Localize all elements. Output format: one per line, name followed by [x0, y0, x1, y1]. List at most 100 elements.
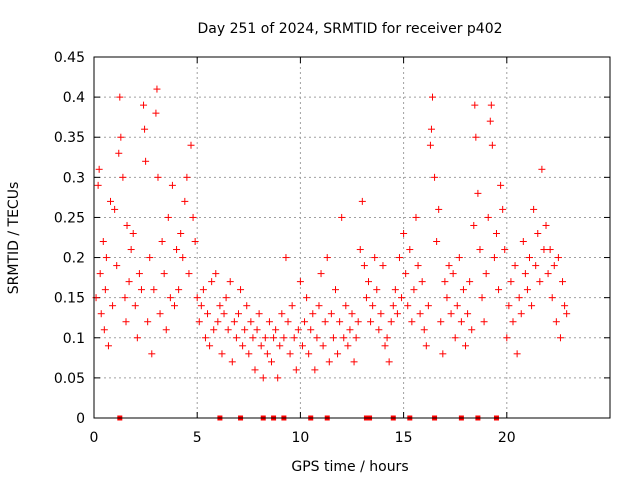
data-point — [144, 318, 152, 326]
data-point — [416, 310, 424, 318]
data-point — [156, 310, 164, 318]
data-point — [131, 302, 139, 310]
data-point — [179, 254, 187, 262]
data-point — [360, 262, 368, 270]
data-point — [488, 141, 496, 149]
data-point — [168, 181, 176, 189]
data-point — [321, 318, 329, 326]
y-tick-label: 0.15 — [54, 291, 85, 307]
data-point — [447, 310, 455, 318]
data-point — [280, 334, 288, 342]
data-point — [282, 254, 290, 262]
data-point — [534, 229, 542, 237]
data-point — [265, 318, 273, 326]
data-point — [164, 213, 172, 221]
chart-title: Day 251 of 2024, SRMTID for receiver p40… — [197, 21, 502, 37]
data-point — [228, 358, 236, 366]
data-point — [400, 229, 408, 237]
data-point — [272, 326, 280, 334]
ticks: 0 0.05 0.1 0.15 0.2 0.25 0.3 0.35 0.4 0.45 0 5 10 15 2… — [54, 50, 610, 446]
data-point — [410, 286, 418, 294]
data-point — [395, 254, 403, 262]
data-point — [513, 350, 521, 358]
data-point — [305, 350, 313, 358]
grid — [94, 57, 610, 418]
data-point — [270, 334, 278, 342]
data-point — [204, 310, 212, 318]
data-point — [457, 318, 465, 326]
data-point — [377, 310, 385, 318]
data-point — [309, 310, 317, 318]
data-point — [538, 165, 546, 173]
data-point — [497, 181, 505, 189]
data-point — [441, 278, 449, 286]
data-point — [480, 318, 488, 326]
data-point — [116, 93, 124, 101]
data-point — [487, 101, 495, 109]
data-point — [187, 141, 195, 149]
data-point — [241, 326, 249, 334]
data-point — [123, 221, 131, 229]
data-point — [122, 318, 130, 326]
data-point — [99, 238, 107, 246]
data-point — [393, 310, 401, 318]
data-point — [298, 342, 306, 350]
data-point — [373, 286, 381, 294]
data-point — [365, 278, 373, 286]
data-point — [146, 254, 154, 262]
data-point — [222, 294, 230, 302]
data-point — [234, 310, 242, 318]
data-point — [505, 302, 513, 310]
data-point — [466, 278, 474, 286]
data-point — [358, 197, 366, 205]
data-point — [292, 366, 300, 374]
data-point — [100, 326, 108, 334]
data-point — [239, 342, 247, 350]
data-point — [140, 101, 148, 109]
data-point — [263, 350, 271, 358]
data-point — [317, 270, 325, 278]
data-point — [362, 294, 370, 302]
data-point — [476, 246, 484, 254]
data-point — [530, 205, 538, 213]
data-point — [160, 270, 168, 278]
data-point — [104, 342, 112, 350]
data-point — [206, 342, 214, 350]
data-point — [437, 318, 445, 326]
data-point — [354, 318, 362, 326]
data-point — [350, 358, 358, 366]
data-point — [214, 318, 222, 326]
data-point — [170, 302, 178, 310]
data-point — [154, 173, 162, 181]
data-point — [315, 302, 323, 310]
data-point — [501, 246, 509, 254]
data-point — [383, 334, 391, 342]
y-tick-label: 0.25 — [54, 210, 85, 226]
data-point — [499, 205, 507, 213]
data-point — [445, 262, 453, 270]
data-point — [352, 334, 360, 342]
data-point — [125, 278, 133, 286]
data-point — [356, 246, 364, 254]
data-point — [385, 358, 393, 366]
data-point — [367, 318, 375, 326]
data-point — [486, 117, 494, 125]
data-point — [431, 173, 439, 181]
data-point — [511, 262, 519, 270]
data-point — [97, 310, 105, 318]
data-point — [127, 246, 135, 254]
data-point — [311, 366, 319, 374]
data-point — [550, 262, 558, 270]
data-point — [471, 101, 479, 109]
data-point — [261, 334, 269, 342]
data-point — [117, 133, 125, 141]
data-point — [296, 278, 304, 286]
data-point — [342, 302, 350, 310]
data-point — [107, 197, 115, 205]
data-point — [249, 334, 257, 342]
data-point — [193, 294, 201, 302]
data-point — [101, 286, 109, 294]
data-point — [428, 93, 436, 101]
data-point — [526, 254, 534, 262]
data-point — [482, 270, 490, 278]
